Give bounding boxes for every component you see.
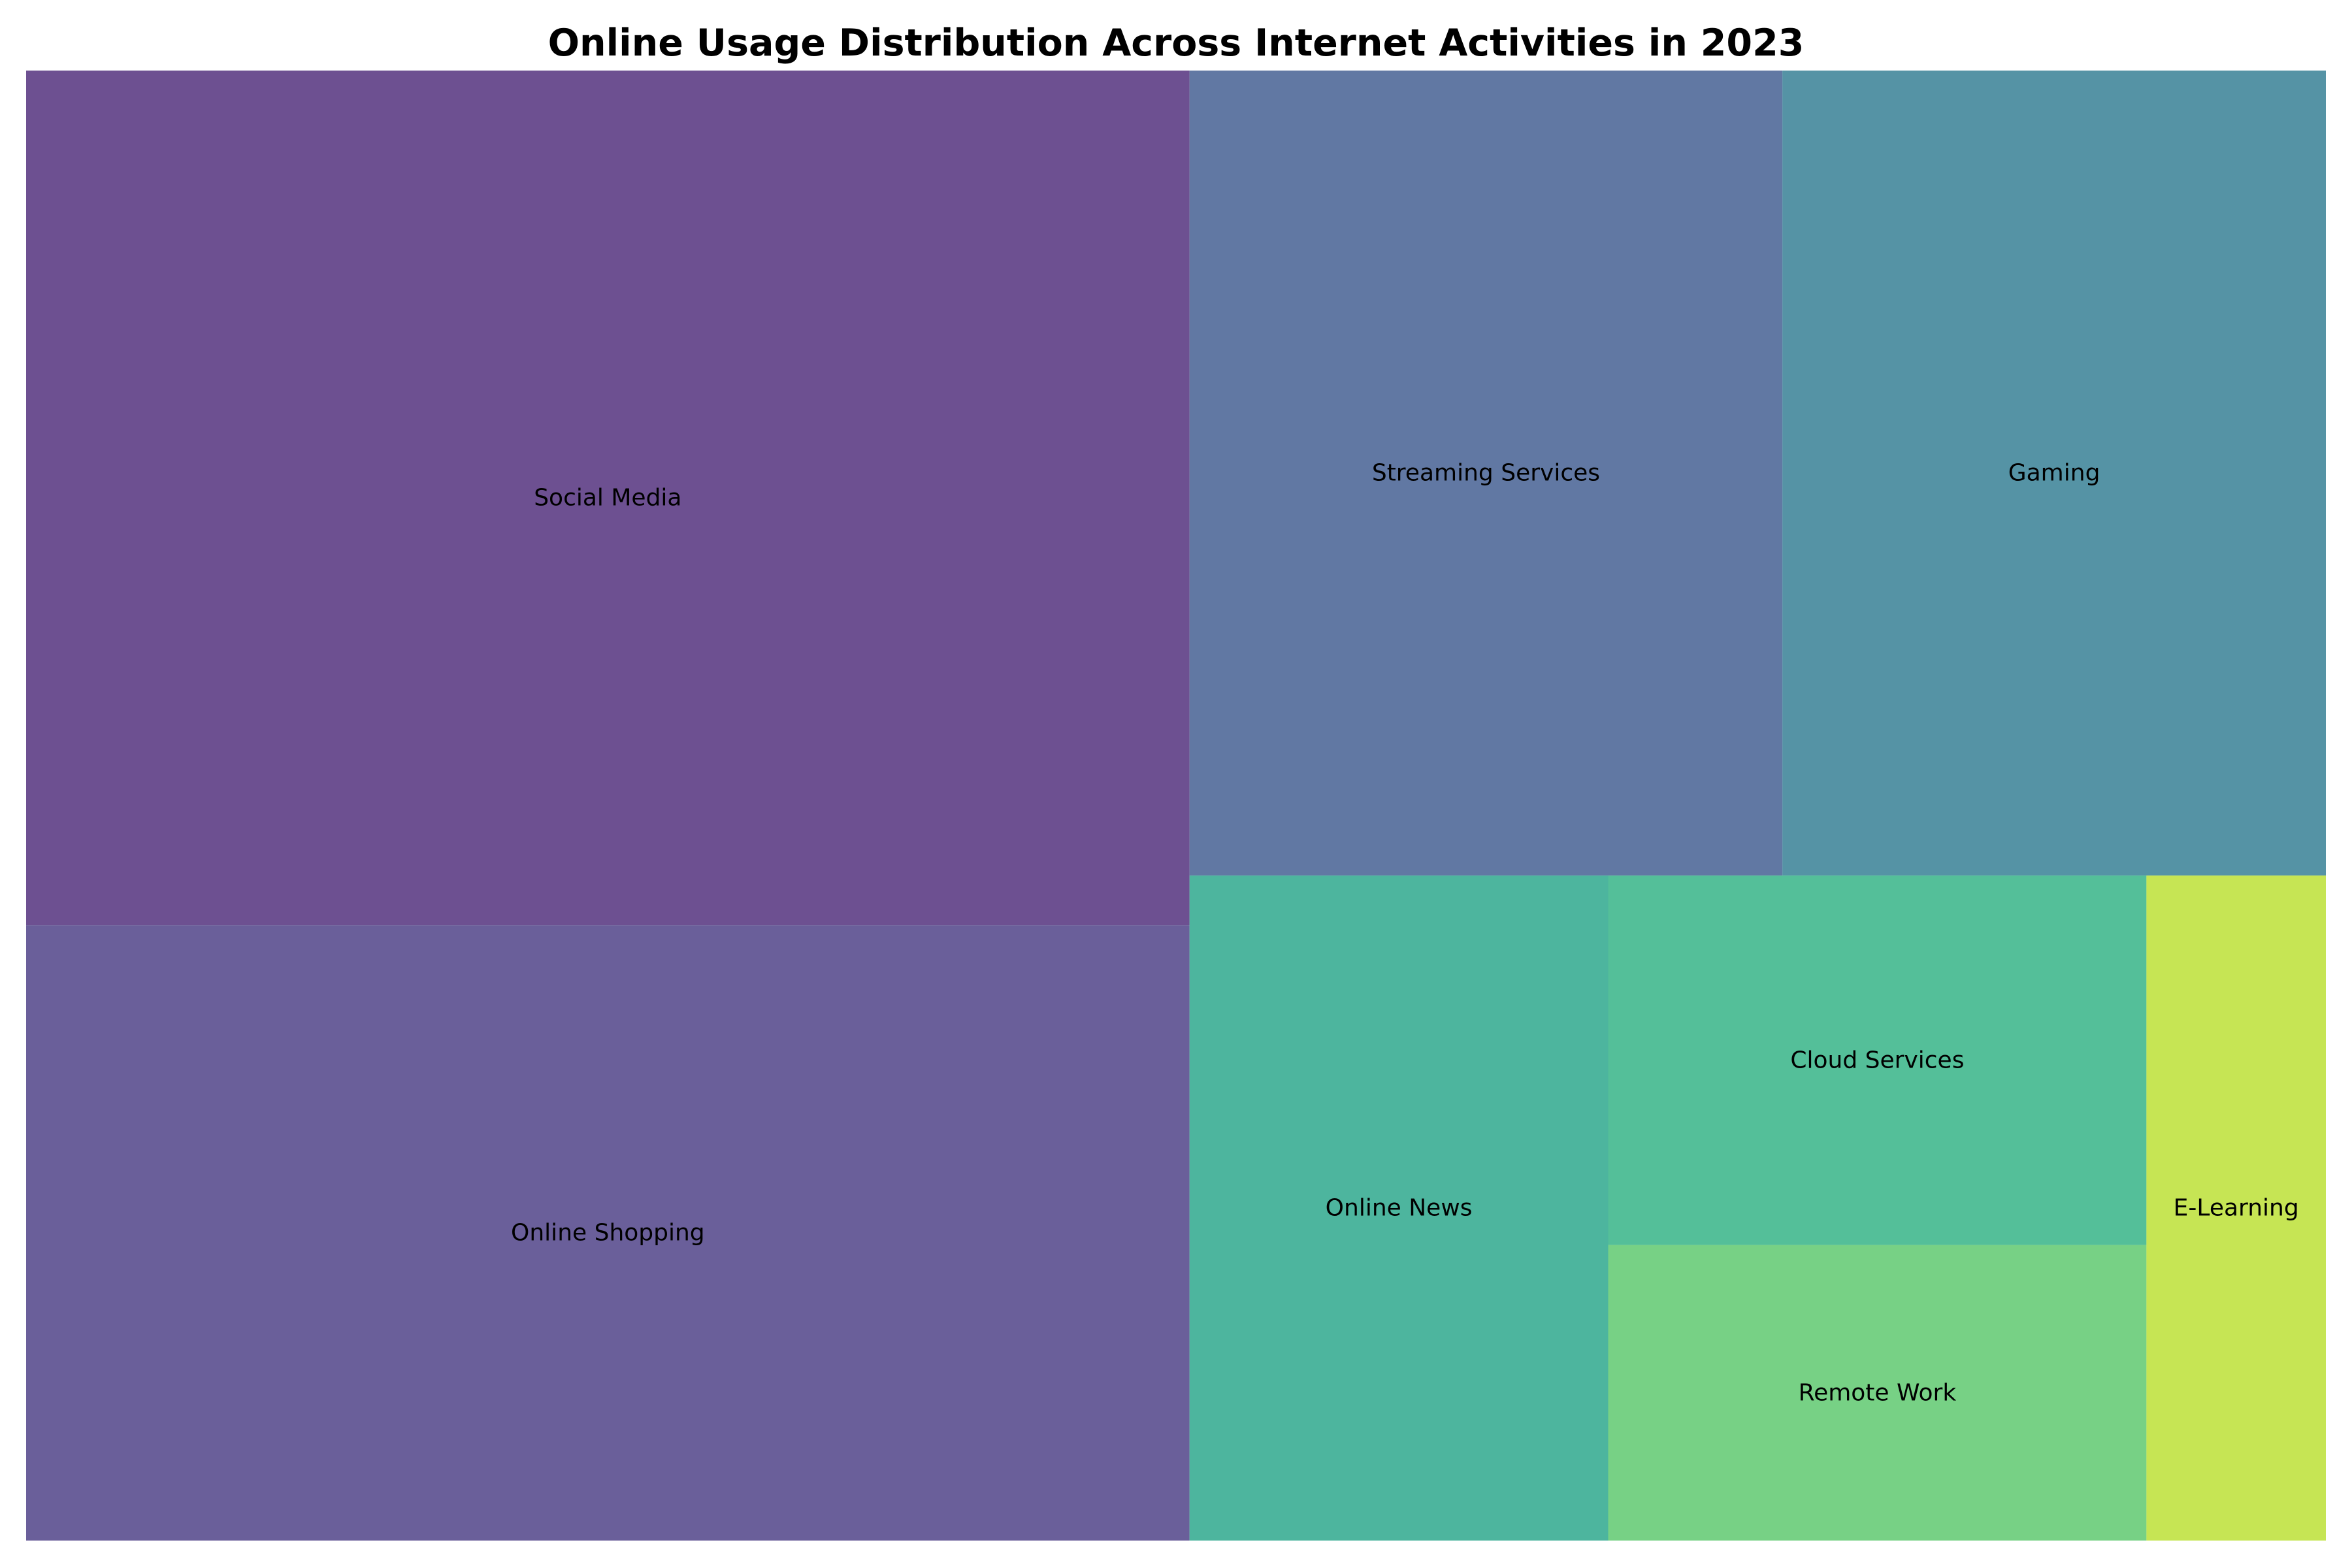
tile-label-remote-work: Remote Work <box>1799 1379 1957 1406</box>
tile-label-online-shopping: Online Shopping <box>511 1220 705 1247</box>
tile-label-e-learning: E-Learning <box>2174 1195 2299 1222</box>
tile-social-media <box>26 71 1190 926</box>
tile-gaming <box>1782 71 2326 876</box>
tile-remote-work <box>1608 1245 2147 1541</box>
treemap-labels: Social Media Online Shopping Streaming Ser… <box>511 460 2299 1407</box>
tile-label-cloud-services: Cloud Services <box>1790 1047 1964 1073</box>
chart-title: Online Usage Distribution Across Interne… <box>547 22 1805 65</box>
tile-label-streaming-services: Streaming Services <box>1372 460 1600 487</box>
tile-streaming-services <box>1189 71 1783 876</box>
tile-label-social-media: Social Media <box>534 485 681 512</box>
tile-e-learning <box>2146 875 2326 1541</box>
tile-label-gaming: Gaming <box>2008 460 2100 487</box>
tile-online-shopping <box>26 925 1190 1541</box>
tile-cloud-services <box>1608 875 2147 1245</box>
treemap-tiles <box>26 71 2326 1541</box>
tile-online-news <box>1189 875 1609 1541</box>
tile-label-online-news: Online News <box>1326 1195 1473 1222</box>
